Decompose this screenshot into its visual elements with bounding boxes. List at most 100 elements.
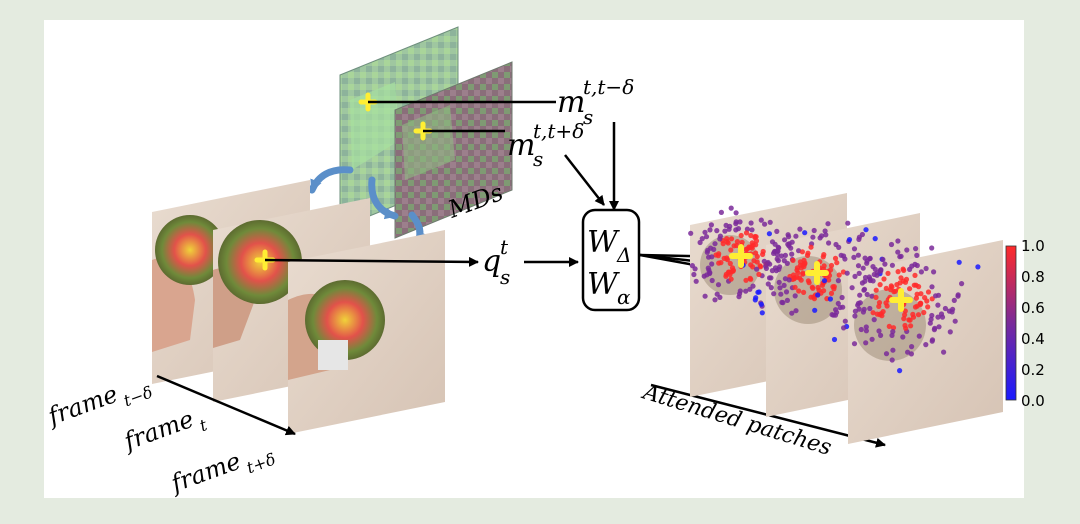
attention-point (923, 342, 929, 348)
attention-point (877, 282, 883, 288)
attention-point (715, 253, 721, 259)
attention-point (855, 263, 862, 269)
attention-point (754, 253, 760, 260)
attention-point (785, 241, 791, 247)
attention-point (889, 332, 895, 338)
attention-point (728, 236, 735, 242)
attention-point (800, 271, 806, 277)
attention-point (897, 368, 903, 374)
colorbar-tick: 0.2 (1021, 361, 1045, 379)
attention-point (704, 249, 710, 255)
attention-point (903, 325, 909, 331)
attention-point (864, 260, 870, 266)
attention-point (699, 236, 705, 242)
attention-point (792, 284, 798, 290)
attention-point (856, 236, 862, 242)
attention-point (821, 278, 828, 284)
attention-point (921, 309, 927, 316)
attention-point (908, 323, 914, 329)
label-w-delta: W Δ (587, 225, 631, 267)
label-frame-prev-sub: t−δ (121, 382, 155, 410)
attention-point (717, 236, 723, 242)
attention-point (975, 264, 981, 270)
attention-point (888, 241, 895, 248)
attention-point (935, 302, 941, 308)
attention-point (935, 292, 942, 298)
attention-point (870, 310, 876, 316)
attention-point (832, 255, 839, 261)
attention-point (895, 269, 901, 275)
attention-point (776, 279, 782, 285)
attention-point (913, 282, 919, 288)
attention-point (952, 318, 958, 324)
attention-point (815, 292, 821, 298)
label-q: q s t (482, 235, 510, 289)
attention-point (874, 311, 880, 317)
attention-point (915, 312, 922, 318)
attention-point (702, 293, 708, 299)
attention-point (723, 273, 729, 279)
attention-point (871, 317, 877, 323)
attention-point (942, 305, 949, 312)
attention-point (924, 298, 930, 304)
attention-point (929, 284, 935, 290)
label-w-delta-sub: Δ (616, 243, 631, 267)
attention-point (910, 314, 917, 320)
attention-point (782, 237, 788, 243)
attention-point (895, 249, 901, 255)
attention-point (918, 291, 924, 297)
attention-point (901, 316, 907, 322)
attention-point (743, 277, 749, 283)
attention-point (748, 220, 754, 226)
attention-point (867, 255, 873, 261)
attention-point (909, 344, 915, 350)
attention-point (725, 269, 732, 275)
attention-point (862, 278, 868, 284)
attention-point (708, 222, 715, 228)
attention-point (759, 310, 765, 316)
attention-point (728, 276, 734, 282)
attention-point (863, 227, 869, 233)
attention-point (842, 318, 848, 324)
attention-point (890, 325, 897, 331)
attention-point (753, 238, 760, 244)
attention-point (918, 269, 925, 275)
attention-point (904, 247, 910, 253)
attention-point (789, 310, 795, 316)
attention-point (743, 288, 749, 294)
attention-point (802, 230, 808, 236)
label-q-base: q (482, 244, 501, 279)
attention-point (866, 274, 872, 280)
colorbar-tick: 0.8 (1021, 268, 1045, 286)
label-q-sup: t (500, 235, 509, 259)
attention-point (864, 291, 870, 298)
attention-point (811, 294, 817, 300)
attention-point (769, 268, 776, 274)
attention-point (809, 284, 815, 290)
attention-point (801, 289, 807, 295)
label-frame-next: frame t+δ (166, 447, 279, 498)
attention-point (820, 254, 826, 260)
attention-point (753, 234, 759, 240)
attention-point (728, 205, 734, 211)
attention-point (735, 226, 742, 232)
attention-point (883, 285, 889, 291)
attention-point (774, 256, 780, 262)
attention-point (888, 287, 894, 293)
attention-point (748, 262, 754, 268)
attention-point (833, 241, 839, 248)
attention-point (692, 266, 698, 272)
label-frame-cur-base: frame (119, 405, 198, 456)
frame-next (288, 230, 445, 434)
attention-point (797, 259, 804, 265)
attention-point (708, 245, 714, 251)
attention-point (959, 281, 965, 287)
attention-point (798, 277, 804, 283)
attention-point (790, 257, 796, 263)
attention-point (778, 253, 785, 259)
attention-point (827, 296, 834, 302)
attention-point (860, 309, 867, 315)
label-m-plus-base: m (507, 128, 535, 163)
label-frame-next-base: frame (166, 447, 245, 498)
label-m-plus-sup: t,t+δ (533, 119, 584, 143)
